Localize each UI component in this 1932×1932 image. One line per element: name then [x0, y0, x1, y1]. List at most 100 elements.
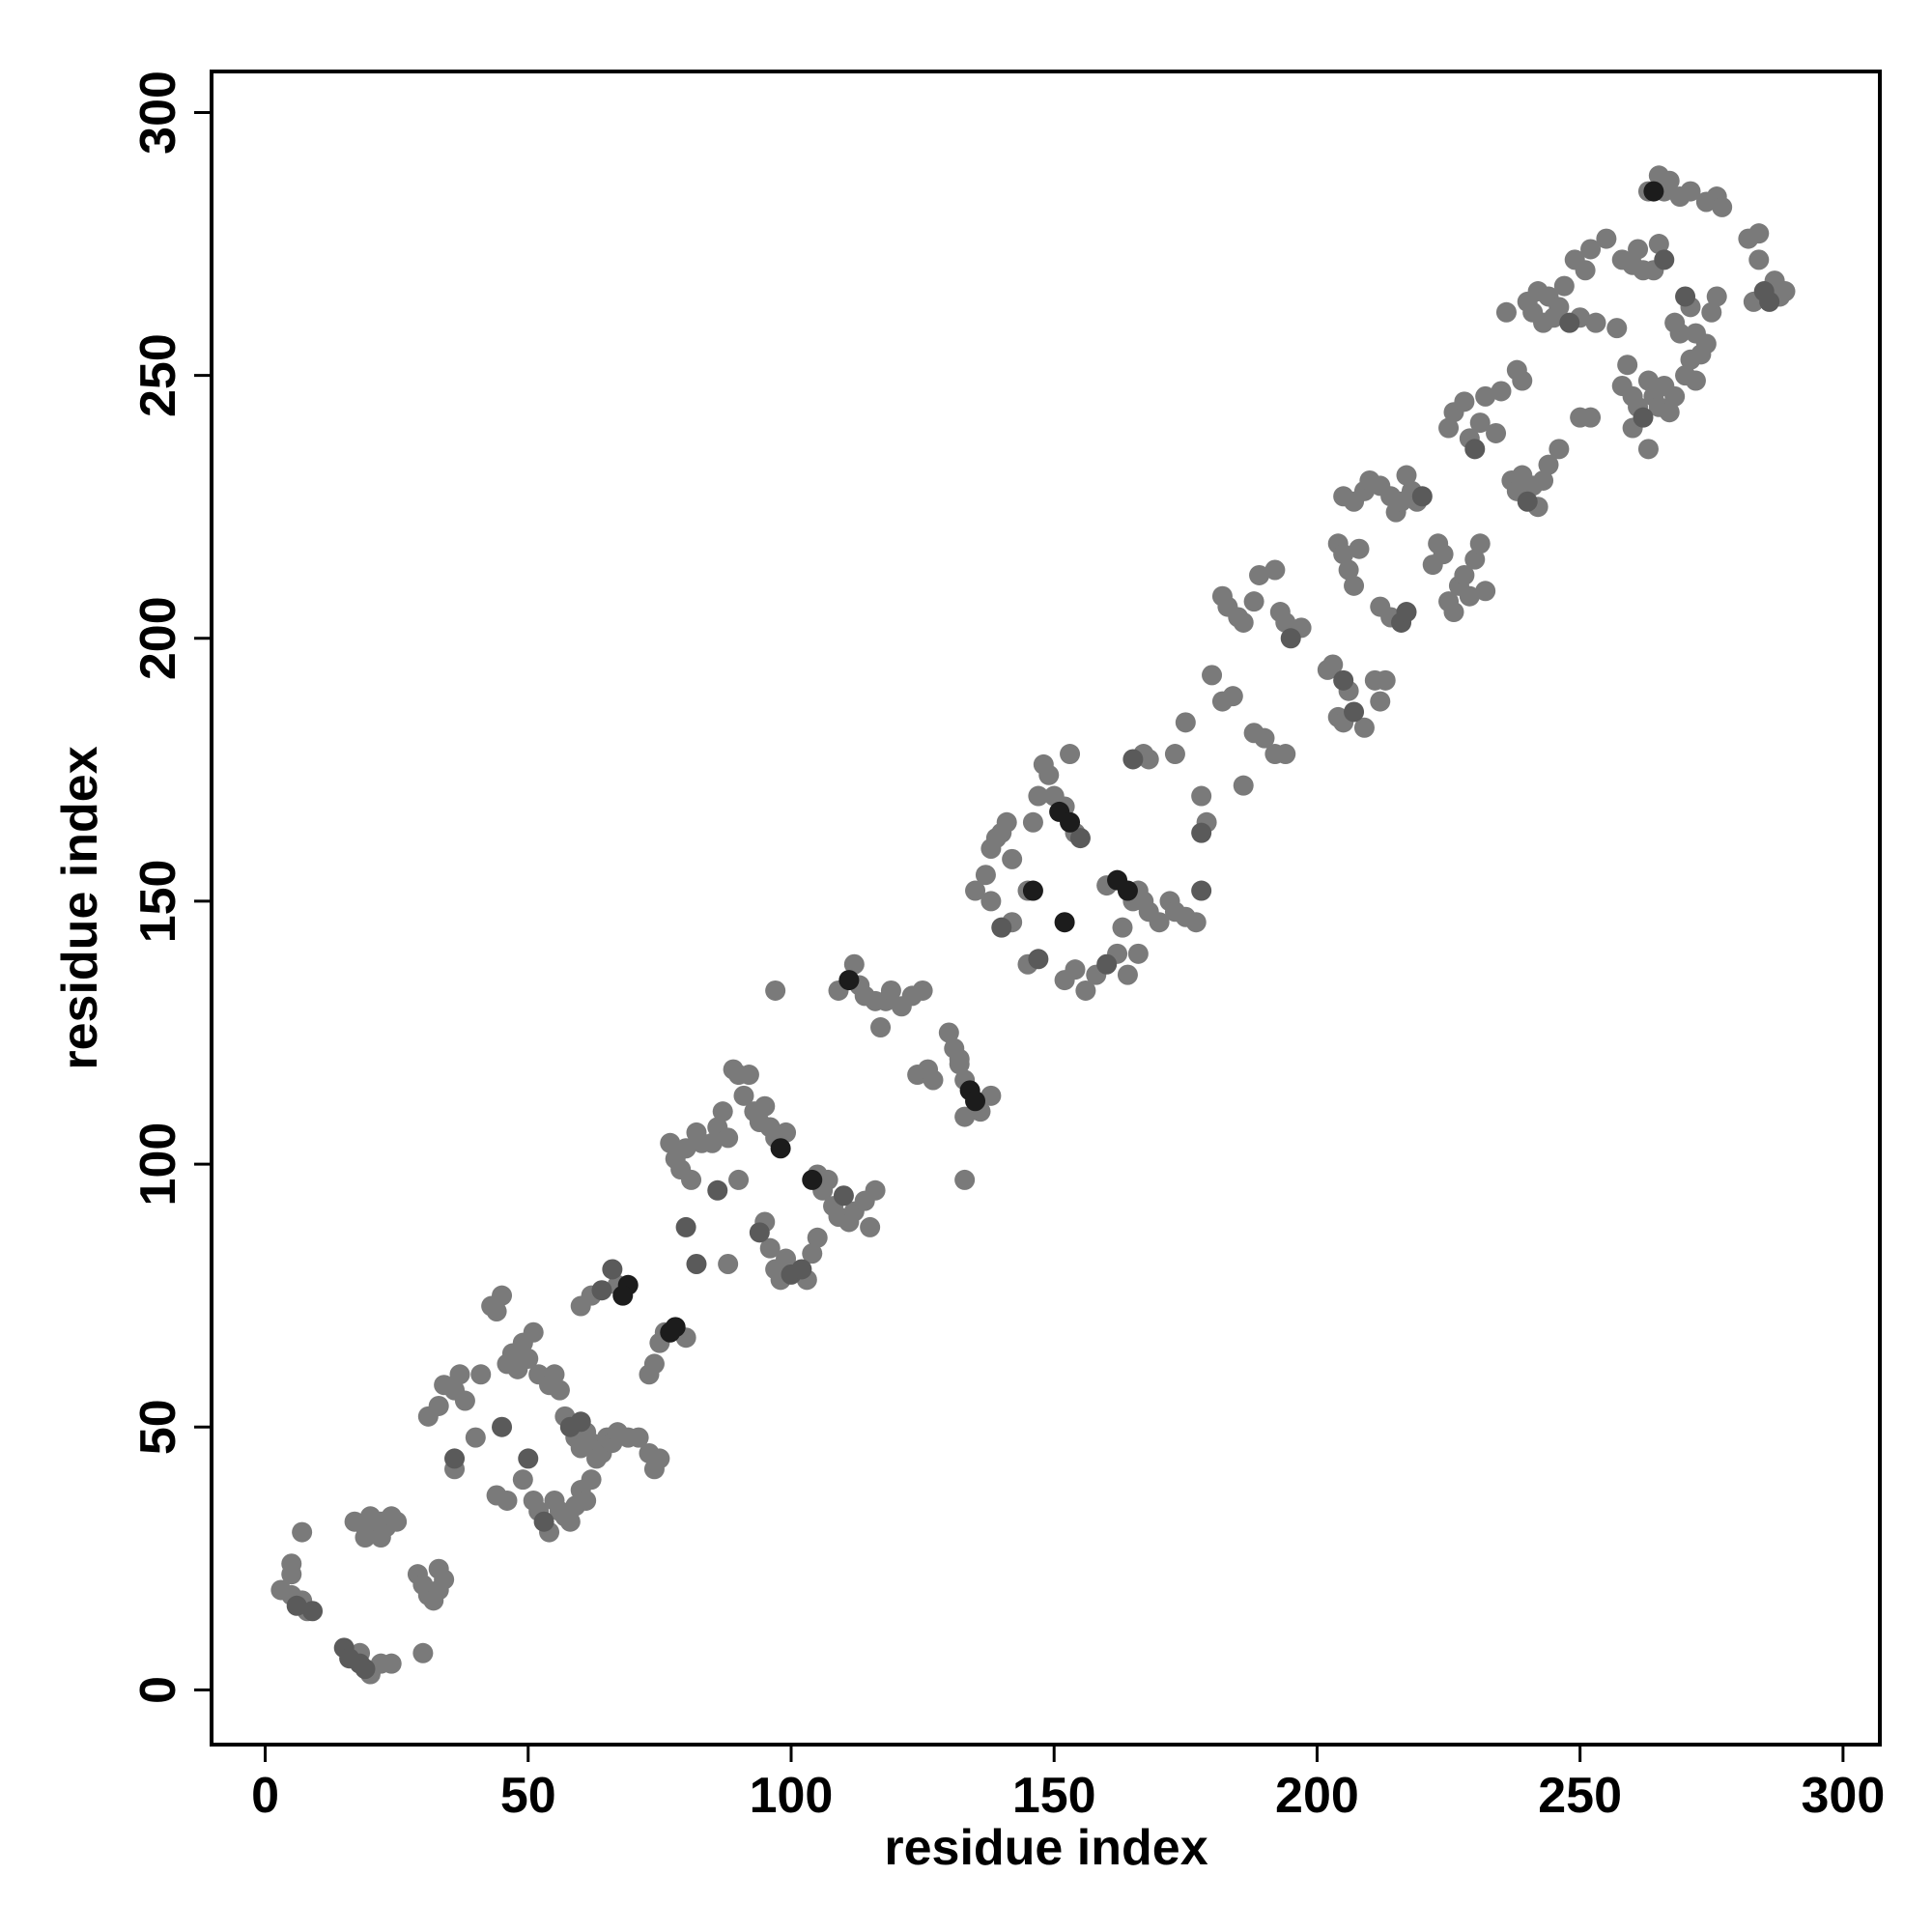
point [1264, 559, 1286, 581]
point [1637, 439, 1659, 460]
point [1254, 727, 1275, 749]
plot-frame [210, 70, 1882, 1747]
point [286, 1595, 307, 1616]
point [954, 1169, 976, 1190]
point [996, 811, 1017, 833]
point [1038, 764, 1060, 785]
point [1280, 628, 1301, 649]
point [486, 1300, 507, 1321]
point [1454, 391, 1475, 412]
point [1748, 223, 1770, 244]
point [1222, 686, 1243, 707]
point [1548, 297, 1570, 318]
point [1112, 917, 1133, 938]
point [1333, 544, 1354, 565]
point [1411, 486, 1433, 507]
point [1028, 785, 1049, 807]
point [1138, 749, 1159, 770]
point [1433, 544, 1454, 565]
point [1233, 611, 1254, 633]
point [591, 1280, 612, 1301]
point [1643, 181, 1664, 202]
point [1075, 980, 1096, 1001]
point [675, 1138, 696, 1159]
point [1107, 869, 1128, 891]
point [1149, 912, 1170, 933]
point [923, 1069, 944, 1091]
point [681, 1169, 702, 1190]
point [1459, 585, 1480, 607]
point [1060, 811, 1081, 833]
point [617, 1427, 639, 1448]
point [1002, 848, 1023, 869]
point [1575, 260, 1596, 281]
point [1633, 407, 1654, 428]
point [1585, 312, 1606, 333]
y-axis-label: residue index [52, 746, 108, 1069]
point [1533, 469, 1554, 491]
point [1664, 385, 1686, 407]
y-tick-label: 50 [130, 1399, 186, 1455]
point [523, 1321, 544, 1343]
point [1659, 170, 1680, 191]
point [1065, 959, 1086, 980]
point [1606, 318, 1628, 339]
point [1580, 407, 1602, 428]
point [1069, 828, 1091, 849]
point [492, 1285, 513, 1306]
point [980, 891, 1002, 912]
point [1706, 286, 1727, 307]
x-tick-label: 0 [251, 1768, 279, 1824]
point [1249, 564, 1270, 585]
point [843, 953, 865, 975]
point [912, 980, 933, 1001]
point [281, 1553, 302, 1575]
point [733, 1085, 754, 1106]
point [1469, 533, 1491, 554]
point [776, 1122, 797, 1143]
point [454, 1390, 475, 1411]
y-tick-label: 250 [130, 333, 186, 417]
point [386, 1511, 408, 1532]
point [854, 1190, 875, 1211]
point [1275, 744, 1296, 765]
point [1333, 669, 1354, 691]
y-tick-label: 200 [130, 596, 186, 680]
point [949, 1048, 970, 1069]
point [1344, 701, 1365, 723]
point [412, 1642, 434, 1663]
x-axis-label: residue index [884, 1820, 1208, 1876]
point [518, 1448, 539, 1469]
point [1685, 370, 1706, 391]
point [355, 1527, 376, 1548]
point [1322, 654, 1344, 675]
point [754, 1095, 776, 1117]
point [1548, 439, 1570, 460]
point [1617, 355, 1638, 376]
point [302, 1601, 324, 1622]
point [586, 1448, 608, 1469]
point [965, 1091, 986, 1112]
point [465, 1427, 486, 1448]
point [675, 1216, 696, 1237]
point [1122, 749, 1144, 770]
point [1701, 301, 1722, 323]
point [665, 1317, 686, 1338]
point [870, 1017, 892, 1038]
point [833, 1185, 854, 1207]
point [980, 1085, 1002, 1106]
point [449, 1364, 470, 1385]
point [1559, 312, 1580, 333]
point [1628, 239, 1649, 260]
point [770, 1138, 791, 1159]
point [776, 1248, 797, 1269]
point [1512, 370, 1533, 391]
point [1775, 281, 1796, 302]
point [1596, 228, 1617, 249]
point [802, 1243, 823, 1264]
point [965, 880, 986, 901]
point [497, 1490, 518, 1511]
point [570, 1411, 591, 1433]
point [1375, 669, 1396, 691]
point [1685, 323, 1706, 344]
